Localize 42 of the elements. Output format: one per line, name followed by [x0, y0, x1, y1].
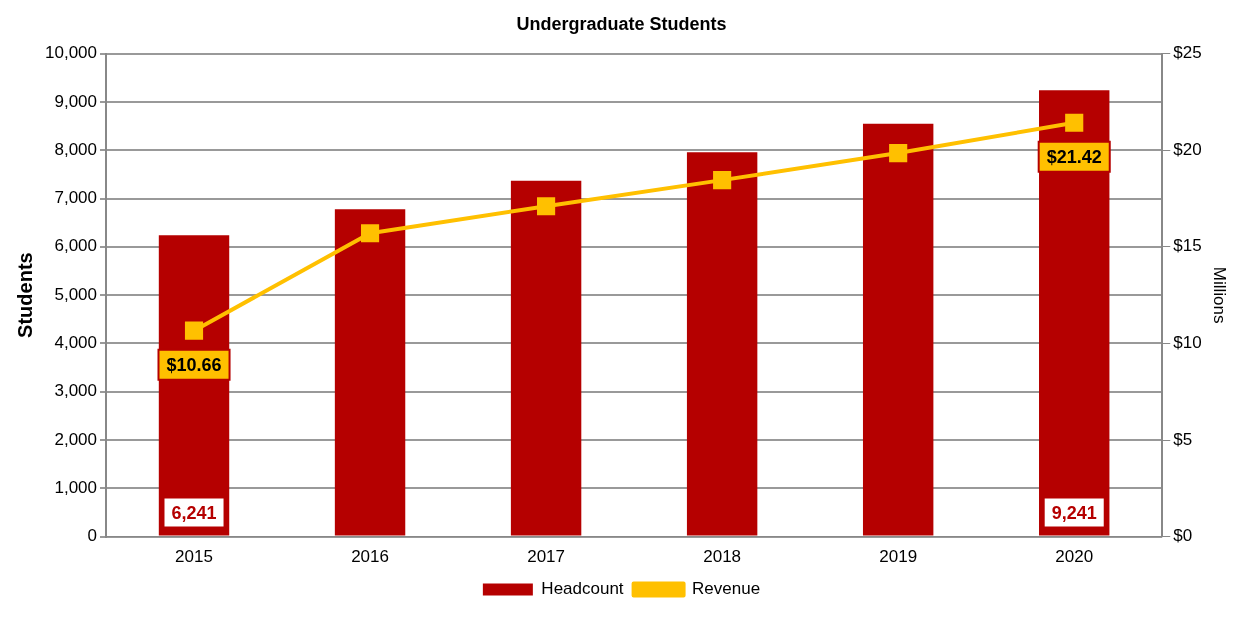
point: [713, 171, 732, 190]
x-tick-label: 2019: [879, 547, 918, 567]
x-tick-label: 2015: [175, 547, 213, 567]
y2-tick-label: $0: [1173, 526, 1193, 546]
y-axis-title: Students: [13, 252, 36, 338]
bar: [862, 123, 934, 536]
data-label: $21.42: [1046, 146, 1102, 167]
y-tick-label: 8,000: [54, 139, 97, 159]
y2-tick-label: $5: [1173, 429, 1193, 449]
point: [360, 224, 380, 243]
bar: [510, 180, 582, 536]
chart-title: Undergraduate Students: [516, 13, 727, 34]
y-tick-label: 10,000: [45, 43, 97, 63]
data-label: $10.66: [166, 354, 222, 375]
y-tick-label: 6,000: [54, 236, 97, 256]
bar: [334, 209, 406, 536]
legend-label: Revenue: [692, 579, 761, 599]
y-tick-label: 7,000: [54, 188, 97, 208]
data-label: 9,241: [1051, 502, 1097, 523]
y-tick-label: 4,000: [54, 333, 97, 353]
y-tick-label: 3,000: [54, 381, 97, 401]
point: [184, 321, 204, 340]
x-tick-label: 2018: [703, 547, 742, 567]
y-tick-label: 1,000: [54, 477, 97, 497]
x-tick-label: 2016: [351, 547, 389, 567]
point: [537, 197, 556, 216]
x-tick-label: 2017: [527, 547, 566, 567]
legend-label: Headcount: [541, 579, 624, 599]
y2-tick-label: $10: [1173, 333, 1202, 353]
point: [889, 144, 908, 163]
y-tick-label: 0: [87, 526, 97, 546]
y2-axis-title: Millions: [1210, 266, 1230, 324]
y-tick-label: 5,000: [54, 284, 97, 304]
y2-tick-label: $15: [1173, 236, 1202, 256]
y-tick-label: 9,000: [54, 91, 97, 111]
point: [1065, 113, 1084, 132]
data-label: 6,241: [171, 502, 217, 523]
y2-tick-label: $25: [1173, 43, 1202, 63]
x-tick-label: 2020: [1055, 547, 1094, 567]
y2-tick-label: $20: [1173, 139, 1202, 159]
bar: [686, 152, 758, 536]
y-tick-label: 2,000: [54, 429, 97, 449]
